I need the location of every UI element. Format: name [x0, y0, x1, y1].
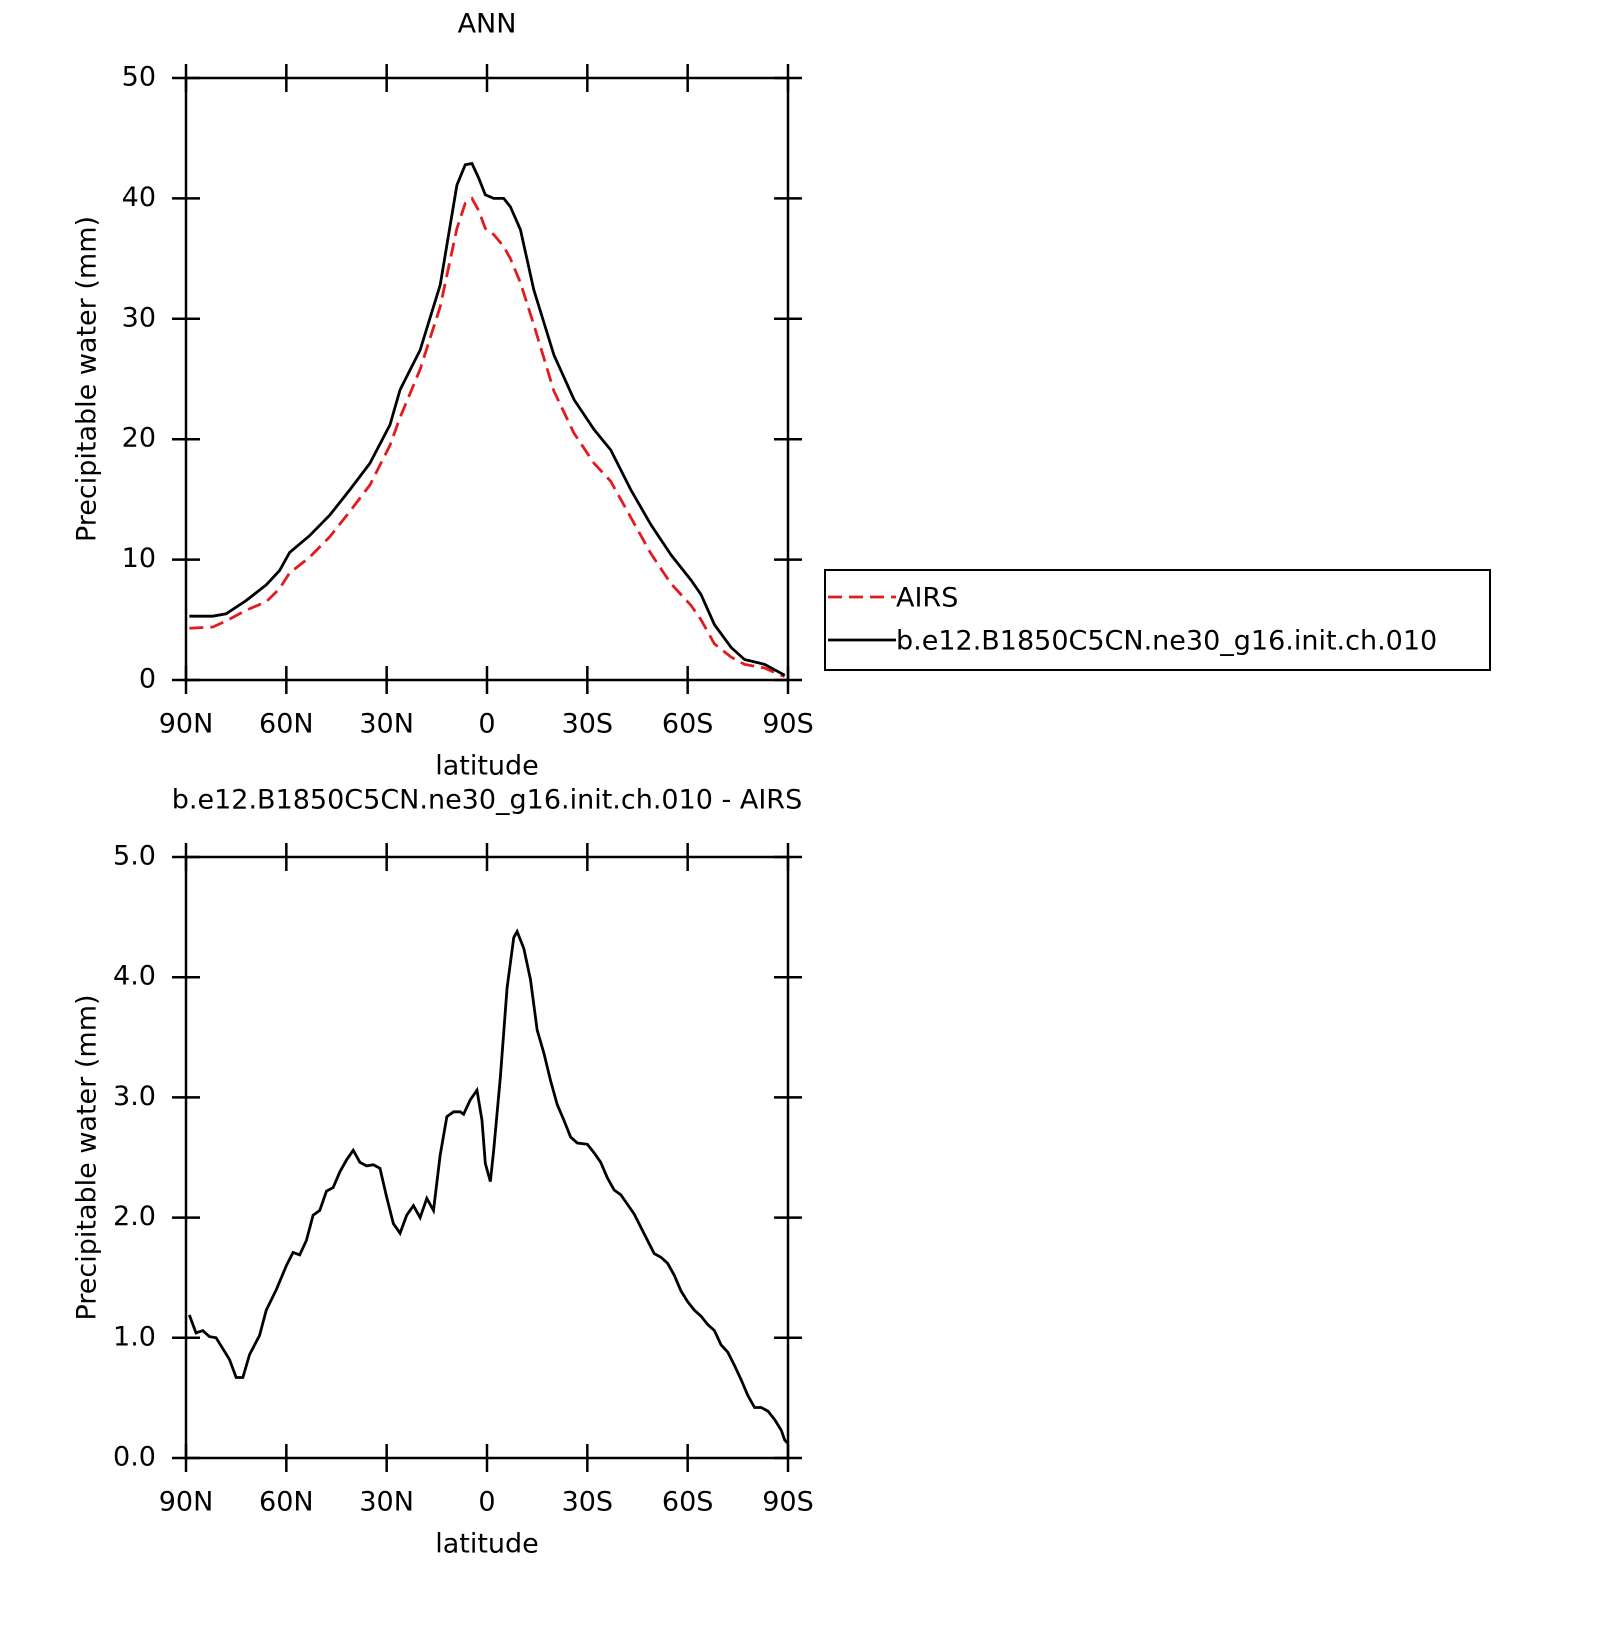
data-line [188, 928, 790, 1445]
legend-box [824, 569, 1491, 671]
x-tick-label: 30S [562, 1487, 614, 1518]
chart-title: b.e12.B1850C5CN.ne30_g16.init.ch.010 - A… [172, 785, 802, 816]
legend-label: b.e12.B1850C5CN.ne30_g16.init.ch.010 [896, 626, 1437, 657]
x-tick-label: 90S [762, 1487, 814, 1518]
plot-frame [184, 855, 790, 1460]
y-tick-label: 3.0 [113, 1081, 156, 1112]
y-tick-label: 10 [122, 543, 156, 574]
x-tick-label: 90N [159, 709, 214, 740]
x-tick-label: 90N [159, 1487, 214, 1518]
data-line [189, 196, 786, 678]
x-tick-label: 0 [478, 1487, 495, 1518]
chart-title: ANN [458, 9, 517, 40]
x-tick-label: 60N [259, 1487, 314, 1518]
legend-label: AIRS [896, 583, 958, 614]
y-tick-label: 1.0 [113, 1321, 156, 1352]
y-tick-label: 40 [122, 182, 156, 213]
x-tick-label: 30N [359, 1487, 414, 1518]
y-tick-label: 0.0 [113, 1442, 156, 1473]
y-tick-label: 50 [122, 62, 156, 93]
y-tick-label: 5.0 [113, 841, 156, 872]
x-tick-label: 30S [562, 709, 614, 740]
x-tick-label: 30N [359, 709, 414, 740]
y-tick-label: 2.0 [113, 1201, 156, 1232]
x-axis-label: latitude [435, 1529, 539, 1560]
x-tick-label: 60S [662, 1487, 714, 1518]
x-axis-label: latitude [435, 751, 539, 782]
x-tick-label: 60S [662, 709, 714, 740]
x-tick-label: 90S [762, 709, 814, 740]
y-tick-label: 20 [122, 423, 156, 454]
x-tick-label: 0 [478, 709, 495, 740]
x-tick-label: 60N [259, 709, 314, 740]
y-axis-label: Precipitable water (mm) [72, 216, 103, 542]
y-tick-label: 4.0 [113, 961, 156, 992]
y-tick-label: 0 [139, 664, 156, 695]
y-axis-label: Precipitable water (mm) [72, 994, 103, 1320]
data-line [189, 161, 786, 677]
y-tick-label: 30 [122, 302, 156, 333]
